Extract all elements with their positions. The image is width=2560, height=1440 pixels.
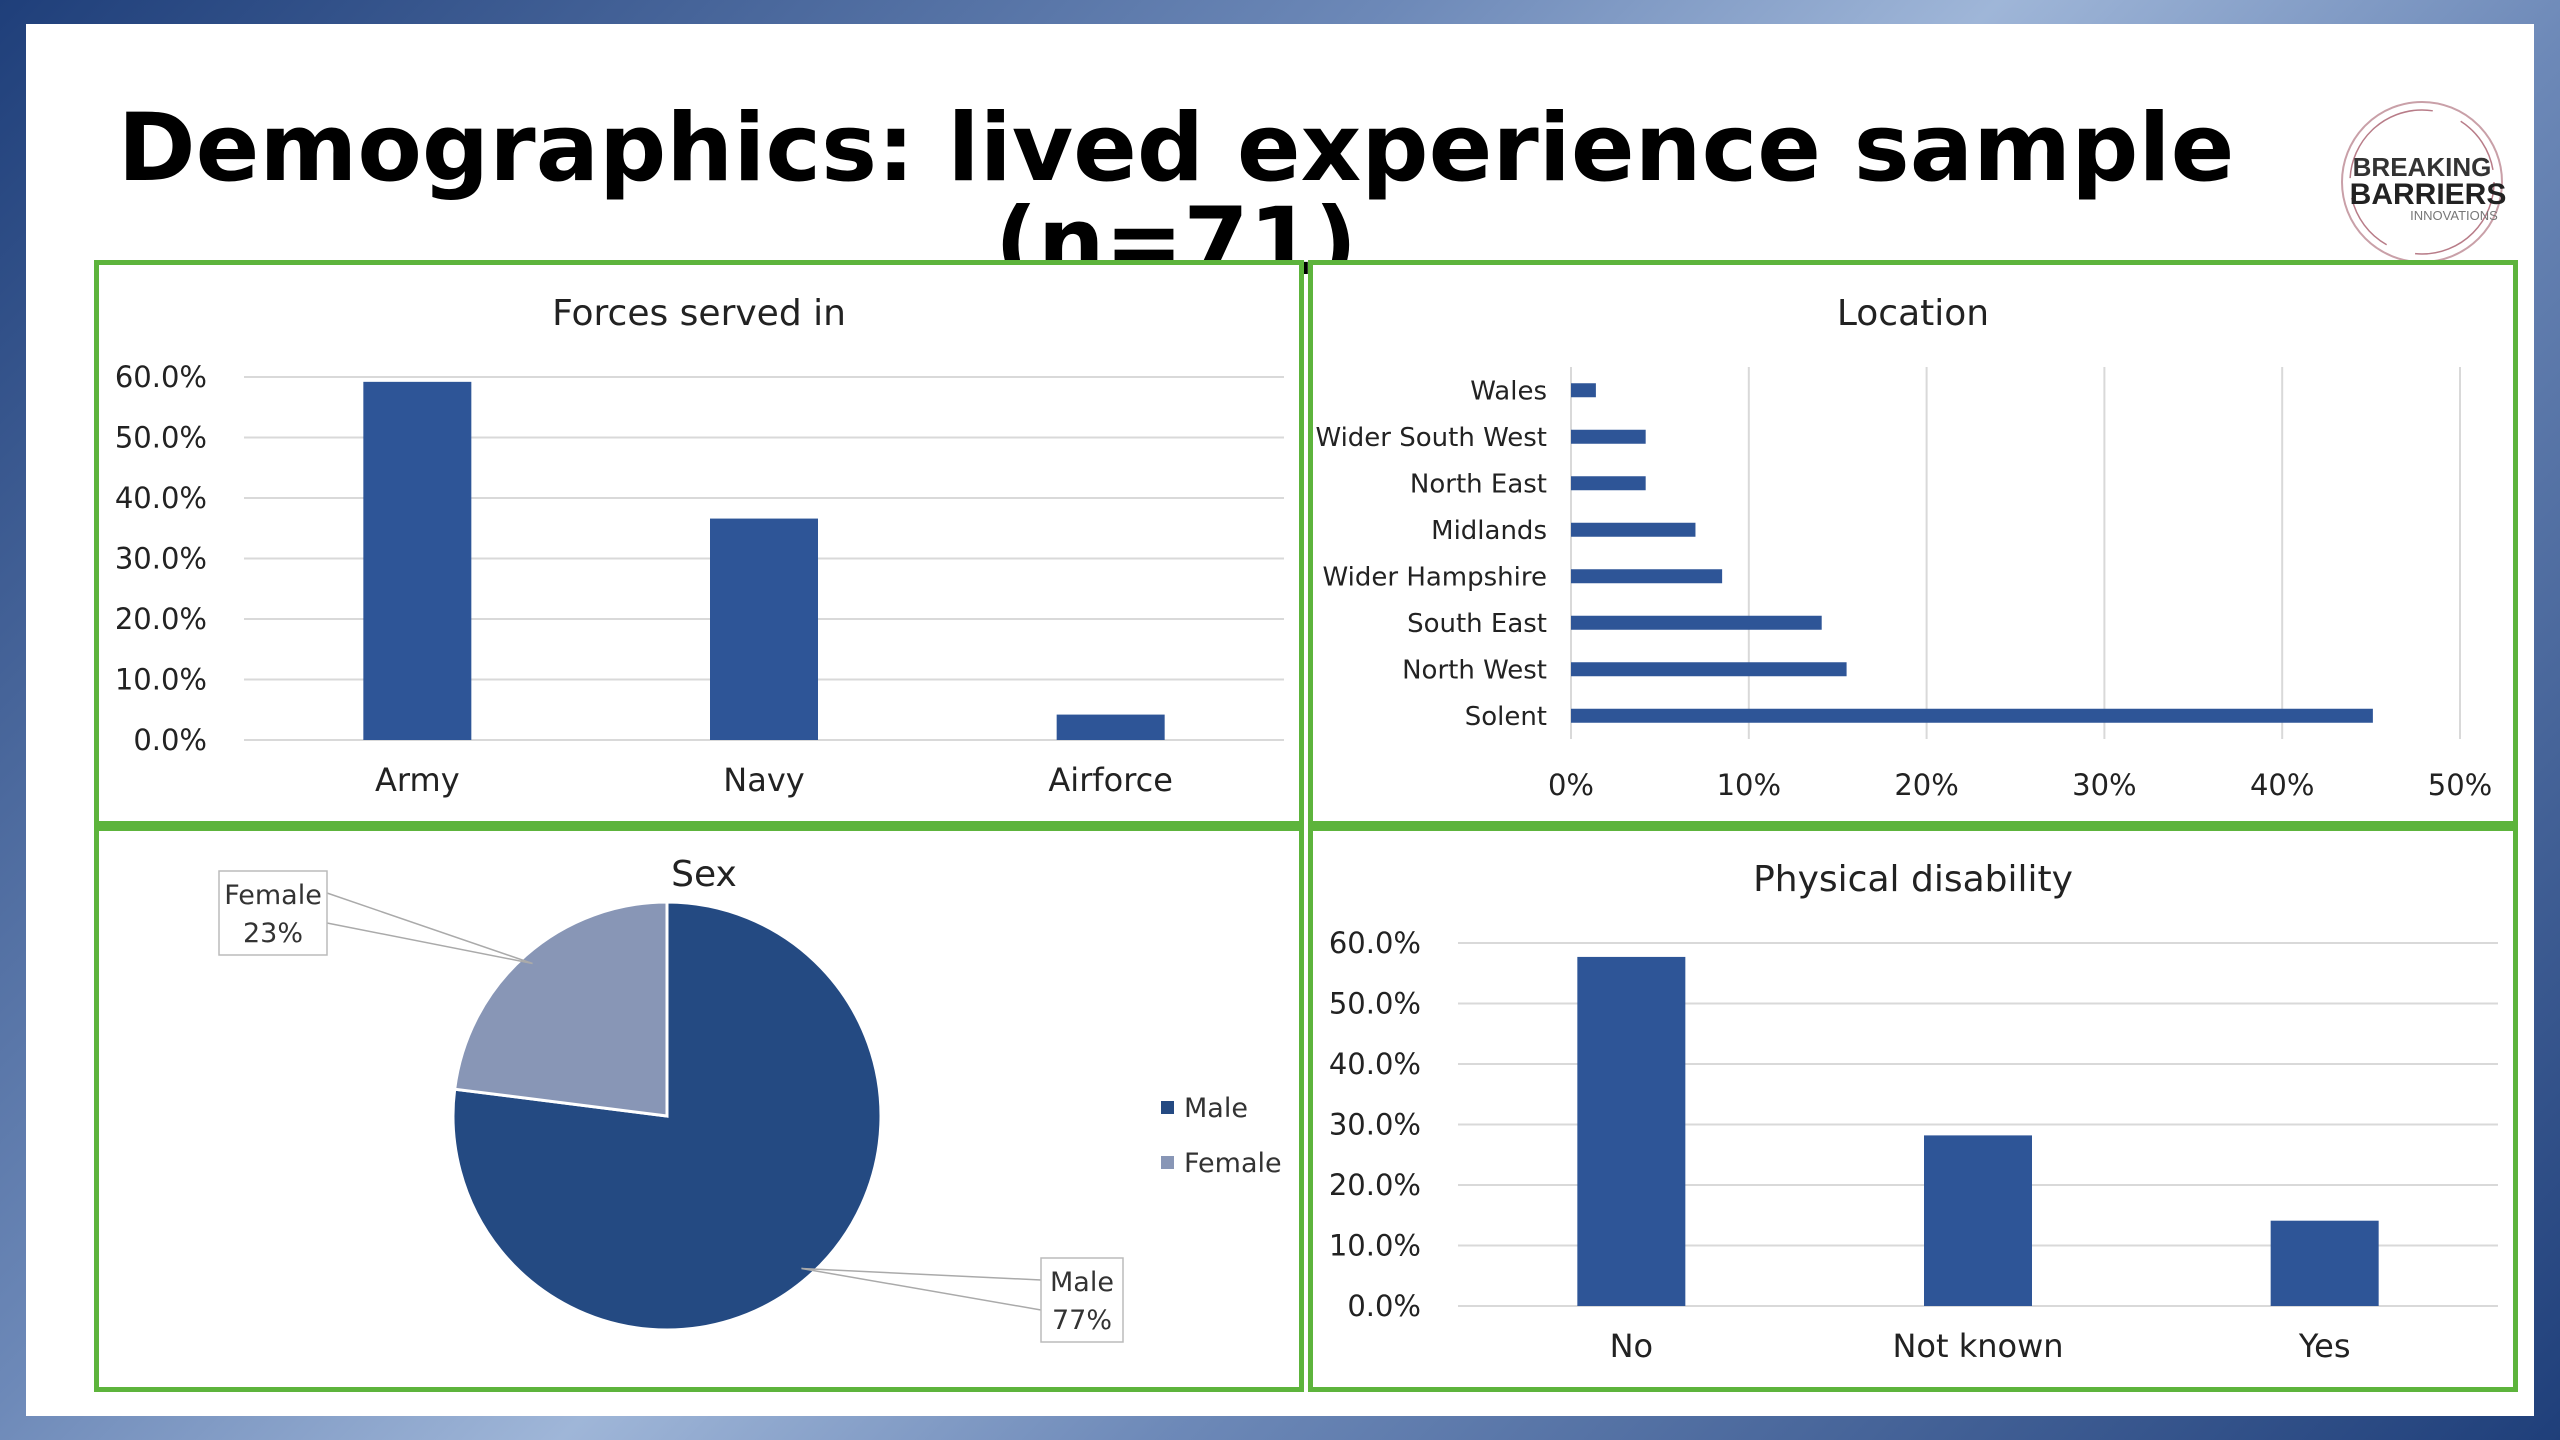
category-label: Wales [1470, 376, 1547, 406]
y-tick-label: 50.0% [115, 421, 207, 455]
bar-airforce [1056, 714, 1165, 740]
leader-line [801, 1267, 1042, 1311]
data-label-box [1040, 1257, 1124, 1343]
forces-chart-panel: Forces served in 0.0% 10.0% 20.0% 30.0% 40.0%… [94, 260, 1304, 826]
category-label: North West [1402, 655, 1547, 685]
x-tick-label: 40% [2250, 768, 2314, 802]
slice-female [453, 900, 669, 1118]
category-label: No [1610, 1327, 1654, 1365]
bar-north-east [1571, 476, 1646, 491]
bar-army [363, 381, 472, 740]
category-label: North East [1410, 469, 1547, 499]
slide-title: Demographics: lived experience sample (n… [117, 94, 2235, 297]
y-tick-label: 20.0% [1329, 1168, 1421, 1202]
data-label-value: 23% [243, 918, 303, 949]
category-label: South East [1407, 609, 1547, 639]
sex-chart-svg: Sex Male 77% Female 23% Male Female [218, 854, 1282, 1343]
bar-north-west [1571, 662, 1847, 677]
bar-navy [710, 518, 818, 740]
x-tick-label: 10% [1717, 768, 1781, 802]
logo-line2: BARRIERS [2350, 178, 2507, 211]
y-tick-label: 60.0% [115, 360, 207, 394]
y-tick-label: 50.0% [1329, 987, 1421, 1021]
y-tick-label: 10.0% [1329, 1229, 1421, 1263]
data-label-box [218, 870, 328, 956]
y-tick-label: 40.0% [1329, 1047, 1421, 1081]
location-chart-panel: Location 0% 10% 20% 30% 40% 50% Wales Wider Sout… [1308, 260, 2518, 826]
y-tick-label: 0.0% [1347, 1289, 1421, 1323]
legend-swatch-male [1161, 1101, 1174, 1114]
y-tick-label: 30.0% [115, 542, 207, 576]
location-chart-svg: Location 0% 10% 20% 30% 40% 50% Wales Wider Sout… [1315, 293, 2492, 802]
bar-south-east [1571, 615, 1822, 630]
bar-midlands [1571, 522, 1696, 537]
category-label: Army [375, 761, 460, 799]
bar-not-known [1924, 1135, 2032, 1306]
sex-chart-panel: Sex Male 77% Female 23% Male Female [94, 826, 1304, 1392]
x-tick-label: 20% [1894, 768, 1958, 802]
data-label-name: Female [224, 880, 322, 911]
slice-male [451, 900, 883, 1332]
bar-no [1577, 956, 1686, 1306]
category-label: Yes [2298, 1327, 2351, 1365]
slide: Demographics: lived experience sample (n… [26, 24, 2534, 1416]
y-tick-label: 40.0% [115, 481, 207, 515]
chart-title: Location [1837, 293, 1989, 334]
y-tick-label: 10.0% [115, 663, 207, 697]
bar-wider-south-west [1571, 429, 1646, 444]
y-tick-label: 30.0% [1329, 1108, 1421, 1142]
disability-chart-panel: Physical disability 0.0% 10.0% 20.0% 30.0% 40… [1308, 826, 2518, 1392]
category-label: Midlands [1431, 516, 1547, 546]
category-label: Airforce [1048, 761, 1173, 799]
category-label: Not known [1892, 1327, 2063, 1365]
x-tick-label: 0% [1548, 768, 1594, 802]
forces-chart-svg: Forces served in 0.0% 10.0% 20.0% 30.0% 40.0%… [115, 293, 1284, 799]
legend-swatch-female [1161, 1156, 1174, 1169]
data-label-value: 77% [1052, 1305, 1112, 1336]
chart-title: Sex [671, 854, 737, 895]
data-label-name: Male [1050, 1267, 1114, 1298]
bar-solent [1571, 708, 2373, 723]
logo-line3: INNOVATIONS [2410, 208, 2498, 223]
y-tick-label: 60.0% [1329, 926, 1421, 960]
category-label: Navy [723, 761, 804, 799]
y-tick-label: 0.0% [133, 723, 207, 757]
legend-label: Male [1184, 1093, 1248, 1124]
x-tick-label: 30% [2072, 768, 2136, 802]
breaking-barriers-logo: BREAKING BARRIERS INNOVATIONS [2324, 94, 2520, 270]
disability-chart-svg: Physical disability 0.0% 10.0% 20.0% 30.0% 40… [1329, 859, 2498, 1365]
category-label: Solent [1465, 702, 1547, 732]
x-tick-label: 50% [2428, 768, 2492, 802]
logo-line1: BREAKING [2353, 152, 2492, 182]
y-tick-label: 20.0% [115, 602, 207, 636]
bar-wider-hampshire [1571, 569, 1723, 584]
chart-title: Forces served in [552, 293, 846, 334]
leader-line [326, 892, 533, 965]
legend-label: Female [1184, 1148, 1282, 1179]
bar-yes [2270, 1220, 2379, 1306]
bar-wales [1571, 383, 1596, 398]
chart-title: Physical disability [1753, 859, 2073, 900]
category-label: Wider Hampshire [1323, 562, 1548, 592]
category-label: Wider South West [1315, 423, 1547, 453]
